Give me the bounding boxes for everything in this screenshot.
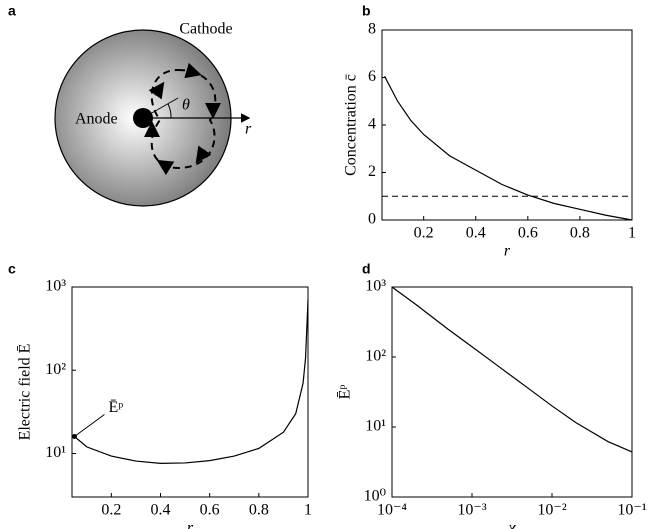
flow-arrow (195, 145, 212, 164)
anode (133, 108, 153, 128)
flow-loop (150, 68, 217, 170)
x-tick-label: 1 (628, 225, 636, 242)
data-line (384, 76, 633, 221)
y-axis-label: Concentration c̄ (343, 74, 360, 176)
flow-arrow (184, 62, 202, 79)
panel-label: d (362, 261, 371, 277)
angle-arc (167, 103, 172, 119)
panel-label: c (8, 261, 16, 277)
x-tick-label: 10⁻² (537, 502, 566, 519)
data-line (74, 299, 309, 465)
y-tick-label: 10² (365, 348, 386, 365)
flow-arrow (148, 81, 165, 100)
y-tick-label: 10⁰ (364, 488, 386, 505)
y-tick-label: 10¹ (365, 418, 386, 435)
x-tick-label: 0.6 (200, 502, 220, 519)
x-tick-label: 0.4 (466, 225, 486, 242)
x-axis-label: χ (506, 520, 516, 529)
y-tick-label: 10² (45, 361, 66, 378)
x-tick-label: 0.4 (151, 502, 171, 519)
x-tick-label: 0.2 (414, 225, 434, 242)
x-tick-label: 10⁻¹ (617, 502, 646, 519)
plot-frame (71, 286, 309, 498)
x-axis-label: r (504, 243, 511, 260)
y-tick-label: 10¹ (45, 444, 66, 461)
x-tick-label: 0.8 (249, 502, 269, 519)
axis-label: r (245, 121, 252, 138)
x-tick-label: 0.6 (518, 225, 538, 242)
x-tick-label: 10⁻³ (457, 502, 486, 519)
diagram: a Cathode Anode θ r (8, 3, 252, 207)
cathode-label: Cathode (179, 21, 232, 38)
plot-frame (391, 286, 633, 498)
annotation-leader (74, 414, 105, 437)
y-tick-label: 10³ (45, 278, 66, 295)
plot-frame (381, 29, 633, 221)
panel-label: a (8, 3, 16, 19)
y-tick-label: 8 (368, 21, 376, 38)
x-tick-label: 1 (304, 502, 312, 519)
x-tick-label: 0.2 (101, 502, 121, 519)
y-tick-label: 2 (368, 163, 376, 180)
x-axis-label: r (187, 520, 194, 529)
y-axis-label: Ēᵖ (337, 385, 354, 400)
y-tick-label: 10³ (365, 278, 386, 295)
angle-label: θ (182, 97, 190, 114)
y-tick-label: 6 (368, 68, 376, 85)
data-line (391, 286, 633, 453)
x-tick-label: 0.8 (570, 225, 590, 242)
y-tick-label: 0 (368, 211, 376, 228)
panel-label: b (362, 3, 371, 19)
annotation: Ēᵖ (108, 399, 123, 416)
y-axis-label: Electric field Ē (17, 344, 34, 441)
x-tick-label: 10⁻⁴ (377, 502, 407, 519)
y-tick-label: 4 (368, 116, 376, 133)
anode-label: Anode (75, 111, 118, 128)
flow-arrow (156, 159, 175, 176)
